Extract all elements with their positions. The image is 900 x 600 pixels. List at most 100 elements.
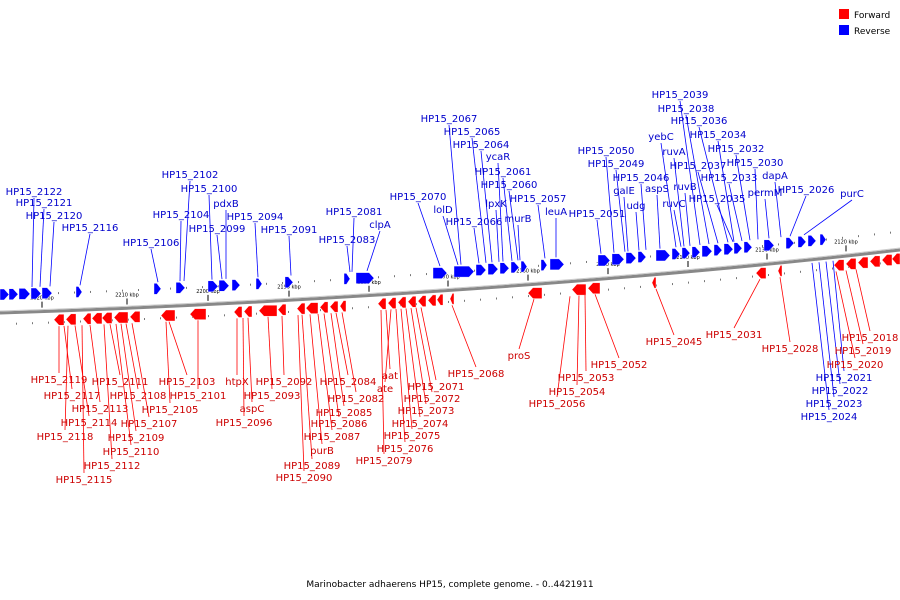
forward-gene-13[interactable] — [296, 302, 306, 315]
gene-label-hp15-2108[interactable]: HP15_2108 — [110, 391, 167, 402]
gene-label-ruva[interactable]: ruvA — [662, 147, 685, 158]
gene-label-hp15-2106[interactable]: HP15_2106 — [123, 238, 180, 249]
forward-gene-19[interactable] — [387, 297, 397, 309]
gene-label-hp15-2079[interactable]: HP15_2079 — [356, 456, 413, 467]
forward-gene-12[interactable] — [277, 303, 287, 316]
forward-gene-6[interactable] — [129, 311, 141, 323]
forward-gene-7[interactable] — [160, 309, 176, 322]
gene-label-hp15-2030[interactable]: HP15_2030 — [727, 158, 784, 169]
reverse-gene-33[interactable] — [713, 244, 723, 256]
reverse-gene-27[interactable] — [637, 251, 647, 263]
gene-label-hp15-2032[interactable]: HP15_2032 — [708, 144, 765, 155]
reverse-gene-41[interactable] — [819, 233, 827, 246]
gene-label-leua[interactable]: leuA — [545, 207, 567, 218]
forward-gene-2[interactable] — [82, 313, 92, 325]
gene-label-hp15-2065[interactable]: HP15_2065 — [444, 127, 501, 138]
gene-label-hp15-2039[interactable]: HP15_2039 — [652, 90, 709, 101]
forward-gene-15[interactable] — [319, 301, 329, 313]
forward-gene-32[interactable] — [833, 259, 845, 271]
gene-label-permm[interactable]: permM — [748, 188, 783, 199]
reverse-gene-2[interactable] — [18, 288, 31, 300]
reverse-gene-40[interactable] — [807, 235, 817, 247]
gene-label-hp15-2109[interactable]: HP15_2109 — [108, 433, 165, 444]
gene-label-ycar[interactable]: ycaR — [486, 152, 511, 163]
forward-gene-4[interactable] — [101, 312, 113, 324]
gene-label-hp15-2037[interactable]: HP15_2037 — [670, 161, 727, 172]
gene-label-hp15-2054[interactable]: HP15_2054 — [549, 387, 606, 398]
reverse-gene-1[interactable] — [8, 288, 19, 300]
reverse-gene-28[interactable] — [655, 249, 671, 262]
gene-label-hp15-2020[interactable]: HP15_2020 — [827, 360, 884, 371]
gene-label-hp15-2024[interactable]: HP15_2024 — [801, 412, 858, 423]
gene-label-hp15-2101[interactable]: HP15_2101 — [170, 391, 227, 402]
gene-label-hp15-2050[interactable]: HP15_2050 — [578, 146, 635, 157]
forward-gene-16[interactable] — [329, 300, 339, 313]
forward-gene-26[interactable] — [527, 287, 543, 299]
forward-gene-30[interactable] — [755, 267, 767, 279]
gene-label-hp15-2056[interactable]: HP15_2056 — [529, 399, 586, 410]
gene-label-hp15-2049[interactable]: HP15_2049 — [588, 159, 645, 170]
gene-label-hp15-2087[interactable]: HP15_2087 — [304, 432, 361, 443]
gene-label-asps[interactable]: aspS — [645, 184, 669, 195]
forward-gene-27[interactable] — [571, 283, 587, 296]
reverse-gene-5[interactable] — [75, 286, 83, 298]
gene-label-hp15-2071[interactable]: HP15_2071 — [408, 382, 465, 393]
reverse-gene-26[interactable] — [625, 252, 637, 264]
gene-label-hp15-2118[interactable]: HP15_2118 — [37, 432, 94, 443]
forward-gene-14[interactable] — [305, 302, 319, 314]
forward-gene-21[interactable] — [407, 296, 417, 308]
gene-label-hp15-2082[interactable]: HP15_2082 — [328, 394, 385, 405]
forward-gene-34[interactable] — [857, 256, 869, 269]
gene-label-hp15-2096[interactable]: HP15_2096 — [216, 418, 273, 429]
reverse-gene-14[interactable] — [355, 272, 375, 284]
forward-gene-17[interactable] — [339, 300, 347, 312]
gene-label-hp15-2034[interactable]: HP15_2034 — [690, 130, 747, 141]
gene-label-hp15-2104[interactable]: HP15_2104 — [153, 210, 210, 221]
gene-label-dapa[interactable]: dapA — [762, 171, 788, 182]
gene-label-hp15-2031[interactable]: HP15_2031 — [706, 330, 763, 341]
forward-gene-28[interactable] — [587, 282, 601, 295]
forward-gene-11[interactable] — [258, 305, 278, 317]
gene-label-yebc[interactable]: yebC — [648, 132, 673, 143]
gene-label-hp15-2089[interactable]: HP15_2089 — [284, 461, 341, 472]
gene-label-hp15-2045[interactable]: HP15_2045 — [646, 337, 703, 348]
reverse-gene-39[interactable] — [797, 236, 807, 248]
gene-label-hp15-2121[interactable]: HP15_2121 — [16, 198, 73, 209]
gene-label-hp15-2036[interactable]: HP15_2036 — [671, 116, 728, 127]
gene-label-hp15-2111[interactable]: HP15_2111 — [92, 377, 149, 388]
gene-label-hp15-2028[interactable]: HP15_2028 — [762, 344, 819, 355]
gene-label-hp15-2066[interactable]: HP15_2066 — [446, 217, 503, 228]
gene-label-hp15-2084[interactable]: HP15_2084 — [320, 377, 377, 388]
gene-label-hp15-2110[interactable]: HP15_2110 — [103, 447, 160, 458]
reverse-gene-22[interactable] — [540, 259, 548, 271]
gene-label-hp15-2067[interactable]: HP15_2067 — [421, 114, 478, 125]
gene-label-hp15-2086[interactable]: HP15_2086 — [311, 419, 368, 430]
gene-label-hp15-2119[interactable]: HP15_2119 — [31, 375, 88, 386]
gene-label-hp15-2102[interactable]: HP15_2102 — [162, 170, 219, 181]
forward-gene-37[interactable] — [891, 253, 900, 265]
reverse-gene-25[interactable] — [611, 253, 625, 265]
reverse-gene-0[interactable] — [0, 288, 10, 301]
gene-label-hp15-2068[interactable]: HP15_2068 — [448, 369, 505, 380]
gene-label-pros[interactable]: proS — [508, 351, 531, 362]
forward-gene-10[interactable] — [243, 305, 253, 318]
forward-gene-9[interactable] — [233, 306, 243, 318]
gene-label-hp15-2116[interactable]: HP15_2116 — [62, 223, 119, 234]
gene-label-hp15-2026[interactable]: HP15_2026 — [778, 185, 835, 196]
forward-gene-25[interactable] — [449, 293, 455, 305]
forward-gene-5[interactable] — [113, 311, 129, 324]
gene-label-hp15-2052[interactable]: HP15_2052 — [591, 360, 648, 371]
gene-label-hp15-2090[interactable]: HP15_2090 — [276, 473, 333, 484]
gene-label-hp15-2070[interactable]: HP15_2070 — [390, 192, 447, 203]
gene-label-aspc[interactable]: aspC — [240, 404, 265, 415]
gene-label-hp15-2046[interactable]: HP15_2046 — [613, 173, 670, 184]
gene-label-hp15-2099[interactable]: HP15_2099 — [189, 224, 246, 235]
forward-gene-0[interactable] — [53, 314, 65, 326]
gene-label-ruvc[interactable]: ruvC — [662, 199, 685, 210]
gene-label-hp15-2105[interactable]: HP15_2105 — [142, 405, 199, 416]
reverse-gene-19[interactable] — [499, 262, 510, 274]
forward-gene-35[interactable] — [869, 255, 881, 268]
gene-label-hp15-2074[interactable]: HP15_2074 — [392, 419, 449, 430]
reverse-gene-34[interactable] — [723, 243, 734, 255]
forward-gene-33[interactable] — [845, 258, 857, 270]
